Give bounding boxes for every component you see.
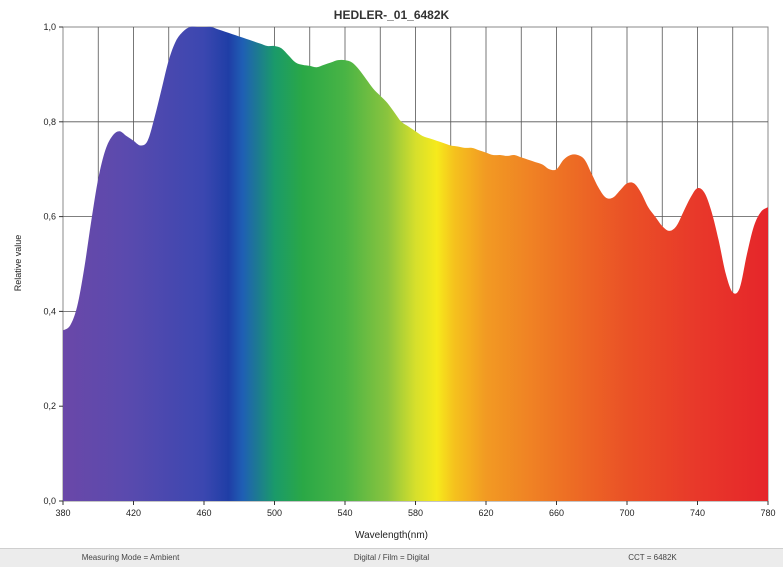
status-bar: Measuring Mode = Ambient Digital / Film …	[0, 548, 783, 567]
axis-ticks: 380 420 460 500 540 580 620 660 700 740 780 0,0 0,2 0…	[43, 22, 775, 518]
measuring-mode-status: Measuring Mode = Ambient	[81, 553, 180, 562]
x-tick-label: 540	[337, 508, 352, 518]
y-tick-label: 0,8	[43, 117, 56, 127]
x-tick-label: 660	[549, 508, 564, 518]
y-tick-label: 0,0	[43, 496, 56, 506]
x-tick-label: 380	[55, 508, 70, 518]
y-tick-label: 0,6	[43, 212, 56, 222]
x-tick-label: 500	[267, 508, 282, 518]
x-tick-label: 420	[126, 508, 141, 518]
x-tick-label: 780	[760, 508, 775, 518]
cct-status: CCT = 6482K	[628, 553, 677, 562]
x-tick-label: 620	[478, 508, 493, 518]
digital-film-status: Digital / Film = Digital	[353, 553, 430, 562]
chart-title: HEDLER-_01_6482K	[333, 8, 450, 22]
spectrum-chart: 380 420 460 500 540 580 620 660 700 740 780 0,0 0,2 0…	[43, 22, 775, 518]
y-tick-label: 0,2	[43, 401, 56, 411]
spectrum-area	[63, 26, 768, 501]
x-tick-label: 700	[619, 508, 634, 518]
y-tick-label: 0,4	[43, 306, 56, 316]
x-tick-label: 740	[690, 508, 705, 518]
x-tick-label: 580	[408, 508, 423, 518]
x-tick-label: 460	[196, 508, 211, 518]
x-axis-label: Wavelength(nm)	[355, 530, 428, 541]
y-tick-label: 1,0	[43, 22, 56, 32]
